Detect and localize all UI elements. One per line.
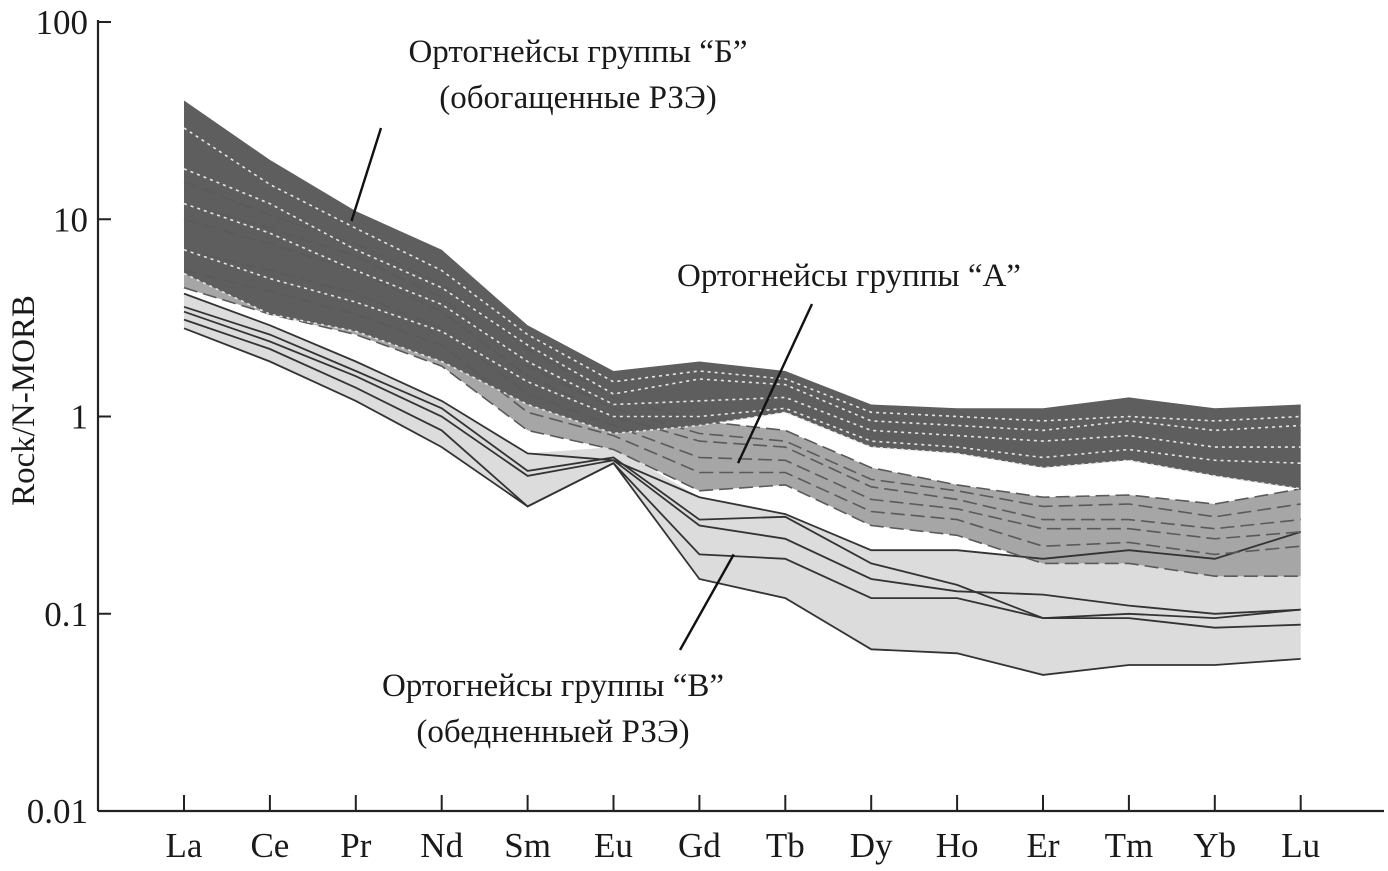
x-tick-label-gd: Gd: [678, 826, 721, 865]
x-tick-label-ce: Ce: [250, 826, 289, 865]
series-line-B-depleted-2: [183, 305, 1301, 620]
annotation-B-depleted-line-2: (обедненныей РЗЭ): [416, 714, 689, 750]
y-tick-label: 1: [71, 398, 89, 437]
series-lines: [183, 127, 1301, 676]
annotation-B-depleted-line-1: Ортогнейсы группы “В”: [382, 668, 724, 704]
annotation-B-enriched-line-1: Ортогнейсы группы “Б”: [408, 34, 747, 70]
y-tick-label: 10: [53, 200, 88, 239]
axes: 100 10 1 0.1 0.01 La Ce Pr Nd Sm Eu Gd Tb Dy Ho Er Tm Yb L…: [6, 3, 1384, 865]
x-tick-label-er: Er: [1026, 826, 1059, 865]
annotations: Ортогнейсы группы “Б” (обогащенные РЗЭ) Ор…: [350, 34, 1021, 750]
annotation-pointer-B-enriched: [350, 127, 383, 222]
x-tick-label-sm: Sm: [504, 826, 551, 865]
y-tick-label: 0.1: [44, 595, 88, 634]
series-line-A-3: [183, 218, 1301, 530]
x-tick-label-yb: Yb: [1193, 826, 1236, 865]
series-line-A-4: [183, 249, 1301, 540]
envelope-B-depleted: [184, 293, 1301, 675]
series-line-A-5: [183, 269, 1301, 556]
series-line-B-enriched-5: [183, 272, 1301, 490]
x-tick-label-tb: Tb: [766, 826, 805, 865]
annotation-pointer-B-depleted: [678, 553, 735, 651]
y-tick-label: 100: [36, 3, 89, 42]
series-line-A-2: [183, 202, 1301, 518]
annotation-A-line-1: Ортогнейсы группы “А”: [677, 258, 1021, 294]
series-line-B-enriched-1: [183, 127, 1301, 422]
group-envelopes: [184, 100, 1301, 675]
y-axis-label: Rock/N-MORB: [6, 295, 42, 506]
series-line-B-depleted-5: [183, 327, 1301, 676]
x-tick-label-pr: Pr: [340, 826, 371, 865]
series-line-B-depleted-4: [183, 318, 1301, 629]
annotation-B-enriched-line-2: (обогащенные РЗЭ): [439, 80, 716, 116]
x-tick-label-ho: Ho: [936, 826, 979, 865]
y-tick-label: 0.01: [27, 792, 88, 831]
envelope-B-enriched: [184, 100, 1301, 489]
annotation-pointer-A: [736, 303, 814, 464]
series-line-B-enriched-2: [183, 168, 1301, 432]
series-line-B-depleted-1: [183, 292, 1301, 560]
x-tick-label-tm: Tm: [1105, 826, 1154, 865]
x-tick-label-la: La: [166, 826, 203, 865]
x-tick-label-nd: Nd: [420, 826, 463, 865]
series-line-B-depleted-3: [183, 310, 1301, 615]
x-tick-label-lu: Lu: [1281, 826, 1320, 865]
x-tick-label-dy: Dy: [850, 826, 893, 865]
envelope-A: [184, 181, 1301, 577]
x-tick-label-eu: Eu: [594, 826, 633, 865]
series-line-A-6: [183, 286, 1301, 578]
